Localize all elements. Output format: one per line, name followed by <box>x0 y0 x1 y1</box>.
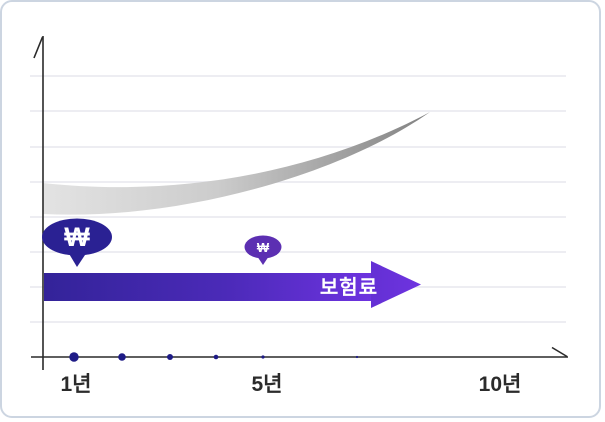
premium-band-body <box>44 273 373 301</box>
axis-dot <box>355 355 359 359</box>
premium-chart: 보험료 ₩ ₩ 1년 5년 10년 <box>30 36 568 396</box>
premium-band-arrowhead-icon <box>371 261 421 308</box>
premium-band-label: 보험료 <box>320 276 378 299</box>
x-tick-label-10yr: 10년 <box>479 373 522 396</box>
x-axis <box>31 346 568 358</box>
y-axis <box>33 36 44 370</box>
axis-dot <box>261 355 265 359</box>
won-bubble-small: ₩ <box>244 235 282 265</box>
x-axis-arrow-icon <box>551 346 568 358</box>
won-bubble-large: ₩ <box>42 218 112 267</box>
cost-curve-swoosh <box>43 112 430 215</box>
x-tick-label-5yr: 5년 <box>252 373 283 396</box>
x-tick-label-1yr: 1년 <box>61 373 92 396</box>
won-bubble-large-body <box>42 218 112 256</box>
won-bubble-large-tail-icon <box>68 252 87 267</box>
won-bubble-small-tail-icon <box>257 256 269 265</box>
axis-dot <box>118 353 126 361</box>
won-symbol-small-icon: ₩ <box>257 240 270 255</box>
axis-dot <box>167 354 173 360</box>
axis-dots <box>69 352 359 362</box>
won-symbol-large-icon: ₩ <box>64 222 90 252</box>
x-axis-labels: 1년 5년 10년 <box>61 373 522 396</box>
y-axis-arrow-icon <box>33 36 44 59</box>
axis-dot <box>69 352 79 362</box>
won-bubble-small-body <box>244 235 282 259</box>
axis-dot <box>213 354 219 360</box>
premium-band: 보험료 <box>44 261 421 308</box>
